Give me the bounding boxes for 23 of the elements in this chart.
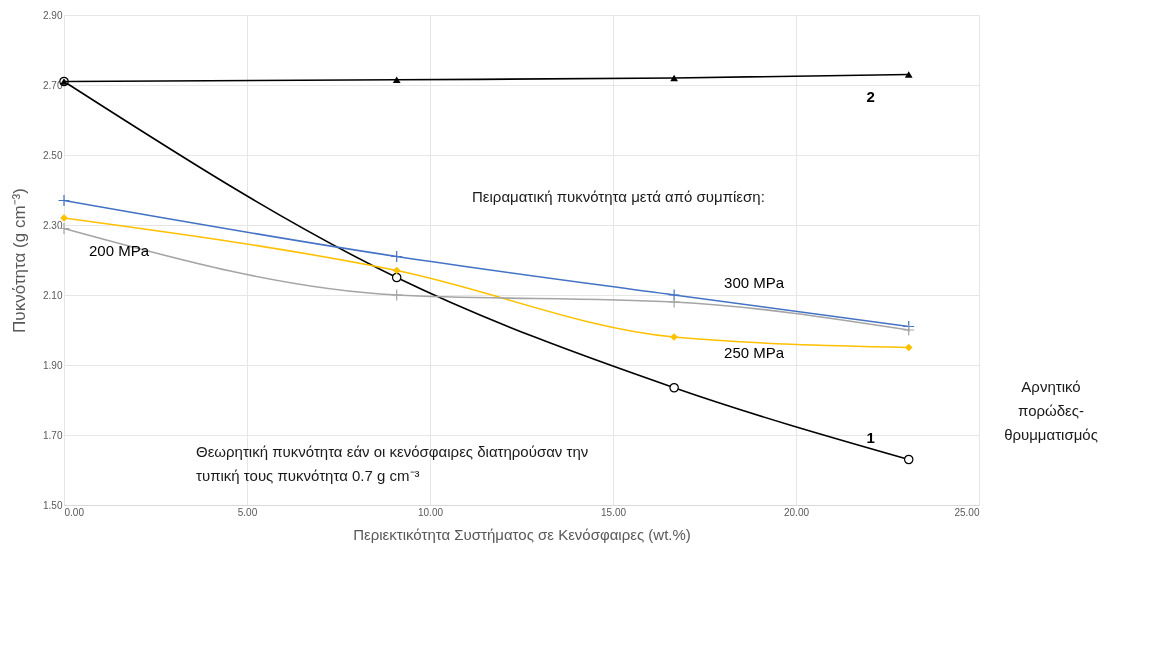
x-tick-label: 10.00: [417, 506, 444, 518]
y-axis-title: Πυκνότητα (g cm⁻³): [10, 188, 30, 333]
x-tick-label: 5.00: [237, 506, 258, 518]
x-tick-label: 0.00: [64, 506, 85, 518]
y-tick-label: 2.30: [43, 219, 63, 231]
x-axis-title: Περιεκτικότητα Συστήματος σε Κενόσφαιρες (wt.%): [353, 525, 691, 543]
annotation: Θεωρητική πυκνότητα εάν οι κενόσφαιρες διατηρούσαν την τυπική τους πυκνότητα 0.7 g cm⁻³: [196, 443, 589, 484]
y-tick-label: 2.90: [43, 9, 63, 21]
series-label: 300 MPa: [724, 274, 785, 291]
series-label: 250 MPa: [724, 344, 785, 361]
y-tick-label: 1.50: [43, 499, 63, 511]
series-label: 200 MPa: [88, 241, 150, 259]
annotation: Πειραματική πυκνότητα μετά από συμπίεση:: [472, 188, 765, 205]
x-tick-label: 25.00: [954, 506, 980, 518]
x-tick-label: 20.00: [783, 506, 810, 518]
series-label: 2: [866, 87, 875, 105]
x-tick-label: 15.00: [600, 506, 627, 518]
series-label: 1: [866, 428, 875, 446]
y-tick-label: 2.50: [43, 149, 63, 161]
y-tick-label: 1.70: [43, 429, 63, 441]
text: Αρνητικό πορώδες- θρυμματισμός: [1004, 378, 1098, 443]
y-tick-label: 2.10: [43, 289, 63, 301]
y-tick-label: 1.90: [43, 359, 63, 371]
